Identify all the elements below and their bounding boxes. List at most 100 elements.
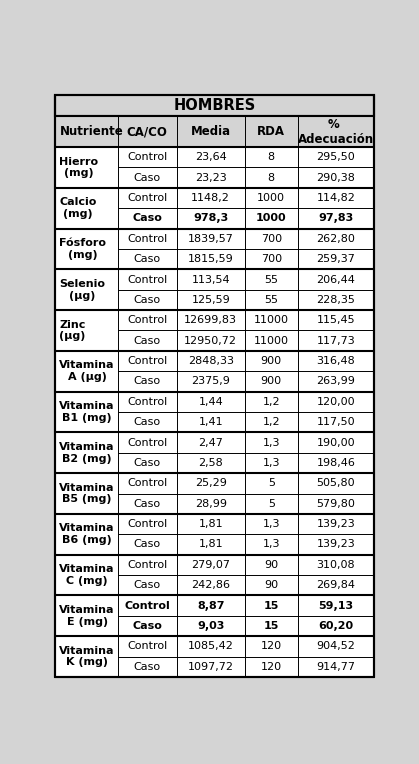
Text: 262,80: 262,80	[316, 234, 355, 244]
Text: 1085,42: 1085,42	[188, 641, 234, 652]
Text: Media: Media	[191, 125, 231, 138]
Text: 12699,83: 12699,83	[184, 316, 237, 325]
Text: Vitamina
B1 (mg): Vitamina B1 (mg)	[59, 401, 115, 422]
Bar	[55, 310, 374, 351]
Bar	[55, 188, 374, 228]
Text: 295,50: 295,50	[316, 152, 355, 162]
Text: 1000: 1000	[256, 213, 287, 223]
Text: Control: Control	[127, 234, 167, 244]
Text: 117,73: 117,73	[316, 335, 355, 345]
Text: 579,80: 579,80	[316, 499, 355, 509]
Text: 505,80: 505,80	[316, 478, 355, 488]
Bar	[55, 392, 374, 432]
Text: 700: 700	[261, 254, 282, 264]
Text: 978,3: 978,3	[193, 213, 228, 223]
Text: 11000: 11000	[254, 335, 289, 345]
Text: Caso: Caso	[134, 295, 160, 305]
Text: 15: 15	[264, 621, 279, 631]
Text: 1,3: 1,3	[263, 539, 280, 549]
Text: 114,82: 114,82	[316, 193, 355, 203]
Text: 2,47: 2,47	[198, 438, 223, 448]
Text: 1,2: 1,2	[262, 417, 280, 427]
Text: 90: 90	[264, 580, 278, 591]
Text: Control: Control	[124, 601, 170, 610]
Text: 125,59: 125,59	[191, 295, 230, 305]
Text: 1839,57: 1839,57	[188, 234, 234, 244]
Bar	[55, 595, 374, 636]
Text: 115,45: 115,45	[316, 316, 355, 325]
Text: 290,38: 290,38	[316, 173, 355, 183]
Text: 2375,9: 2375,9	[191, 377, 230, 387]
Text: Caso: Caso	[134, 254, 160, 264]
Text: 700: 700	[261, 234, 282, 244]
Text: 113,54: 113,54	[191, 274, 230, 284]
Text: 1097,72: 1097,72	[188, 662, 234, 672]
Text: 15: 15	[264, 601, 279, 610]
Text: 1,44: 1,44	[198, 397, 223, 406]
Text: Vitamina
B6 (mg): Vitamina B6 (mg)	[59, 523, 115, 545]
Text: 8: 8	[268, 152, 275, 162]
Text: Selenio
(µg): Selenio (µg)	[59, 279, 105, 300]
Text: Caso: Caso	[134, 539, 160, 549]
Text: 263,99: 263,99	[316, 377, 355, 387]
Text: 5: 5	[268, 499, 275, 509]
Text: 139,23: 139,23	[316, 539, 355, 549]
Bar	[55, 473, 374, 514]
Text: 97,83: 97,83	[318, 213, 353, 223]
Text: 120: 120	[261, 641, 282, 652]
Text: Caso: Caso	[134, 377, 160, 387]
Text: 206,44: 206,44	[316, 274, 355, 284]
Text: Caso: Caso	[134, 458, 160, 468]
Text: Nutriente: Nutriente	[60, 125, 124, 138]
Text: 5: 5	[268, 478, 275, 488]
Text: Calcio
(mg): Calcio (mg)	[59, 197, 97, 219]
Text: Vitamina
E (mg): Vitamina E (mg)	[59, 605, 115, 626]
Bar	[55, 228, 374, 270]
Text: CA/CO: CA/CO	[127, 125, 168, 138]
Text: 2,58: 2,58	[198, 458, 223, 468]
Text: Control: Control	[127, 397, 167, 406]
Text: Vitamina
B5 (mg): Vitamina B5 (mg)	[59, 483, 115, 504]
Text: Control: Control	[127, 274, 167, 284]
Text: 904,52: 904,52	[316, 641, 355, 652]
Text: 259,37: 259,37	[316, 254, 355, 264]
Text: 1,3: 1,3	[263, 438, 280, 448]
Text: 9,03: 9,03	[197, 621, 225, 631]
Text: 1815,59: 1815,59	[188, 254, 234, 264]
Text: Caso: Caso	[134, 173, 160, 183]
Text: Caso: Caso	[134, 417, 160, 427]
Text: 1000: 1000	[257, 193, 285, 203]
Text: RDA: RDA	[257, 125, 285, 138]
Text: 28,99: 28,99	[195, 499, 227, 509]
Bar	[55, 116, 374, 147]
Bar	[55, 514, 374, 555]
Text: Caso: Caso	[134, 499, 160, 509]
Text: Fósforo
(mg): Fósforo (mg)	[59, 238, 106, 260]
Text: Caso: Caso	[134, 662, 160, 672]
Text: 269,84: 269,84	[316, 580, 355, 591]
Bar	[55, 636, 374, 677]
Bar	[55, 351, 374, 392]
Text: 198,46: 198,46	[316, 458, 355, 468]
Text: 120: 120	[261, 662, 282, 672]
Text: 8: 8	[268, 173, 275, 183]
Text: Vitamina
B2 (mg): Vitamina B2 (mg)	[59, 442, 115, 464]
Text: 1,81: 1,81	[199, 519, 223, 529]
Text: 279,07: 279,07	[191, 560, 230, 570]
Bar	[55, 95, 374, 116]
Text: 55: 55	[264, 295, 278, 305]
Text: Caso: Caso	[132, 213, 162, 223]
Text: 900: 900	[261, 377, 282, 387]
Text: Caso: Caso	[132, 621, 162, 631]
Text: 23,64: 23,64	[195, 152, 227, 162]
Text: 90: 90	[264, 560, 278, 570]
Text: Control: Control	[127, 438, 167, 448]
Text: 55: 55	[264, 274, 278, 284]
Text: 190,00: 190,00	[316, 438, 355, 448]
Text: Control: Control	[127, 193, 167, 203]
Text: Control: Control	[127, 152, 167, 162]
Text: Control: Control	[127, 356, 167, 366]
Bar	[55, 270, 374, 310]
Text: 117,50: 117,50	[316, 417, 355, 427]
Bar	[55, 555, 374, 595]
